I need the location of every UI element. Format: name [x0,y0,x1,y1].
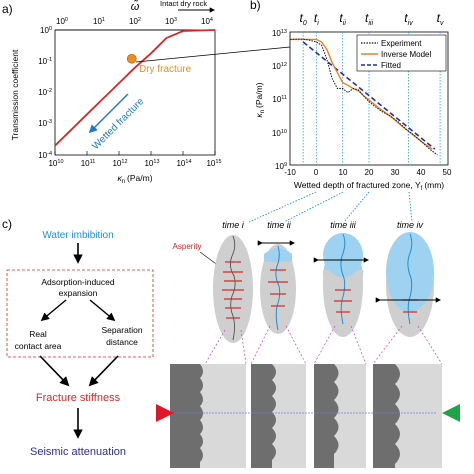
asperity-label: Asperity [173,242,202,251]
x-tick-label: 1010 [48,159,63,168]
legend: Experiment Inverse Model Fitted [356,34,447,72]
time-markers: t0 ti tii tiii tiv tv [300,11,444,27]
top-tick-label: 101 [93,17,105,26]
panel-c: c) Water imbibition Adsorption-induced e… [2,217,460,468]
time-marker-label: tiv [404,11,413,27]
fracture-ellipse-ii [257,240,296,334]
receiver-triangle-icon [442,404,460,422]
dry-fracture-marker [126,53,137,64]
y-tick-label: 10-2 [38,88,52,97]
x-tick-label: 10 [339,168,348,177]
panel-c-label: c) [2,217,12,231]
panel-b: b) t0 ti tii tiii tiv tv 1013 1012 1011 1010 … [250,0,452,192]
fracture-ellipse-iv [375,232,442,337]
legend-label: Inverse Model [381,50,431,59]
flow-adsorption-2: expansion [59,288,98,298]
time-label: time iv [397,220,424,230]
series-fitted [302,41,436,150]
flow-arrow [39,355,70,387]
panel-a-ylabel: Transmission coefficient [10,49,20,140]
panel-a-plot-area [54,29,216,156]
flow-water-imbibition: Water imbibition [42,230,113,241]
y-tick-label: 109 [275,162,287,171]
y-tick-label: 10-4 [38,151,52,160]
transmission-curve [54,29,216,147]
panel-a-x-ticks: 1010 1011 1012 1013 1014 1015 [48,159,221,168]
x-tick-label: 20 [365,168,374,177]
y-tick-label: 10-3 [38,119,52,128]
time-marker-label: ti [314,11,319,27]
time-marker-label: tii [339,11,346,27]
legend-box [356,34,447,72]
x-tick-label: 30 [391,168,400,177]
top-tick-label: 100 [56,17,68,26]
y-tick-label: 100 [40,26,52,35]
time-label: time i [222,220,245,230]
x-tick-label: 1015 [206,159,221,168]
time-marker-label: tv [437,11,444,27]
top-tick-label: 104 [201,17,213,26]
top-tick-label: 103 [165,17,177,26]
top-axis-ticks: 100 101 102 103 104 [56,17,213,26]
y-tick-label: 1012 [272,62,287,71]
x-tick-label: 1013 [144,159,159,168]
x-tick-label: 50 [443,168,452,177]
flow-seismic-attenuation: Seismic attenuation [30,446,126,458]
x-tick-label: 40 [417,168,426,177]
series-inverse-model [290,38,433,150]
fracture-ellipse-iii [313,233,370,337]
legend-label: Experiment [381,39,422,48]
panel-a-xlabel: κn (Pa/m) [117,173,152,185]
flow-dashed-box [6,269,154,358]
legend-label: Fitted [381,61,401,70]
x-tick-label: 1011 [81,159,96,168]
source-triangle-icon [156,404,174,422]
zoom-panel-ii [251,364,306,468]
top-axis-note: Intact dry rock [160,0,207,8]
time-marker-label: t0 [300,11,307,27]
panel-b-ylabel: κn(Pa/m) [254,82,266,117]
x-tick-label: 0 [314,168,319,177]
time-label: time iii [330,220,357,230]
panel-b-x-ticks: -10 0 10 20 30 40 50 [284,168,452,177]
dry-fracture-label: Dry fracture [139,64,192,75]
series-experiment [289,38,438,156]
y-tick-label: 1013 [272,29,287,38]
x-tick-label: 1014 [176,159,191,168]
flow-real-2: contact area [15,341,62,351]
panel-b-xlabel: Wetted depth of fractured zone, Yf (mm) [294,180,444,192]
panel-a-y-ticks: 100 10-1 10-2 10-3 10-4 [38,26,52,160]
zoom-lines [204,325,443,365]
top-axis-symbol: ω̃ [131,0,140,13]
panel-b-y-ticks: 1013 1012 1011 1010 109 [272,29,287,171]
y-tick-label: 1010 [272,129,287,138]
flow-real-1: Real [29,329,47,339]
time-label: time ii [267,220,292,230]
flow-arrow [40,299,67,322]
zoom-panel-i [170,364,246,468]
flow-arrow [89,299,116,322]
flow-sep-2: distance [106,337,138,347]
y-tick-label: 10-1 [38,57,52,66]
b-to-c-connectors [248,191,413,223]
top-tick-label: 102 [129,17,141,26]
connector-line [135,46,291,63]
flow-fracture-stiffness: Fracture stiffness [36,392,121,404]
panel-b-label: b) [250,0,261,12]
flow-adsorption-1: Adsorption-induced [41,277,115,287]
panel-a-label: a) [2,2,13,16]
wetted-arrow [88,93,129,134]
flow-arrow [88,355,119,387]
x-tick-label: -10 [284,168,296,177]
y-tick-label: 1011 [272,95,287,104]
zoom-panel-iv [373,364,442,468]
panel-a-ticks [54,151,216,155]
x-tick-label: 1012 [112,159,127,168]
zoom-panel-iii [314,364,366,468]
time-marker-label: tiii [365,11,373,27]
flow-sep-1: Separation [101,325,142,335]
fracture-ellipse-i [213,235,253,343]
panel-a: a) 100 101 102 103 104 ω̃ Intact dry roc… [2,0,222,185]
